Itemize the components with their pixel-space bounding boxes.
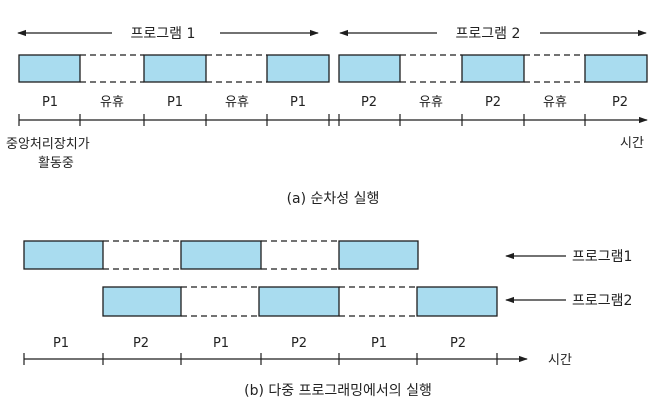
- program2-span-label: 프로그램 2: [456, 26, 521, 42]
- segment-label: P1: [53, 336, 69, 351]
- segment-label: P2: [361, 95, 377, 110]
- time-label-a: 시간: [620, 136, 644, 151]
- cpu-active-label-line1: 중앙처리장치가: [6, 137, 90, 152]
- time-axis-ticks-a: [18, 114, 586, 126]
- caption-a: (a) 순차성 실행: [287, 191, 380, 207]
- sequential-execution-section: 프로그램 1 프로그램 2 P1 유휴: [6, 26, 648, 207]
- segment-label: P2: [291, 336, 307, 351]
- segment-label: P2: [612, 95, 628, 110]
- segment-label: P2: [133, 336, 149, 351]
- p2-execution-block: [416, 286, 498, 317]
- caption-b: (b) 다중 프로그래밍에서의 실행: [244, 383, 432, 399]
- p2-execution-block: [338, 54, 401, 83]
- segment-labels-a: P1 유휴 P1 유휴 P1 P2 유휴 P2 유휴 P2: [42, 95, 628, 110]
- p1-execution-block: [338, 240, 419, 270]
- p2-execution-block: [584, 54, 648, 83]
- program1-label: 프로그램1: [572, 249, 632, 265]
- segment-labels-b: P1 P2 P1 P2 P1 P2: [53, 336, 466, 351]
- segment-label: 유휴: [225, 95, 249, 110]
- p2-execution-block: [461, 54, 525, 83]
- idle-connectors-a: [80, 54, 585, 83]
- time-axis-ticks-b: [23, 353, 498, 365]
- multiprogramming-execution-section: 프로그램1 프로그램2 P1 P2 P1 P2 P1 P2 시간 (b) 다중 …: [23, 240, 632, 399]
- p1-execution-block: [23, 240, 104, 270]
- program2-blocks-b: [102, 286, 498, 317]
- execution-blocks-a: [18, 54, 648, 83]
- program1-span-label: 프로그램 1: [131, 26, 196, 42]
- p2-execution-block: [102, 286, 182, 317]
- segment-label: P1: [167, 95, 183, 110]
- cpu-active-label-line2: 활동중: [38, 156, 74, 171]
- program2-label: 프로그램2: [572, 293, 632, 309]
- segment-label: P2: [485, 95, 501, 110]
- time-label-b: 시간: [548, 353, 572, 368]
- p1-execution-block: [18, 54, 81, 83]
- idle-connectors-b: [103, 240, 417, 317]
- program1-blocks-b: [23, 240, 419, 270]
- segment-label: 유휴: [543, 95, 567, 110]
- segment-label: P2: [450, 336, 466, 351]
- p1-execution-block: [180, 240, 262, 270]
- segment-label: 유휴: [100, 95, 124, 110]
- segment-label: P1: [213, 336, 229, 351]
- segment-label: 유휴: [419, 95, 443, 110]
- p1-execution-block: [266, 54, 330, 83]
- p1-execution-block: [143, 54, 207, 83]
- p2-execution-block: [258, 286, 340, 317]
- segment-label: P1: [290, 95, 306, 110]
- segment-label: P1: [371, 336, 387, 351]
- segment-label: P1: [42, 95, 58, 110]
